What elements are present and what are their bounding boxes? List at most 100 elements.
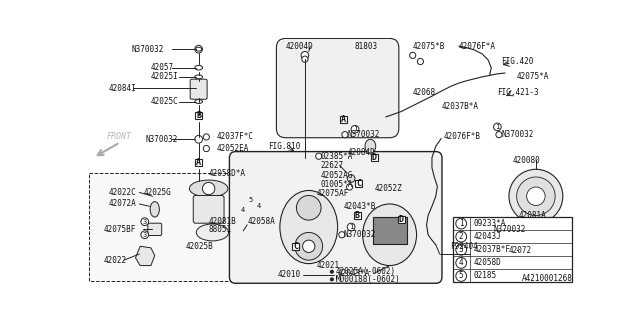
FancyBboxPatch shape: [230, 152, 442, 283]
Circle shape: [195, 45, 202, 53]
Text: 42084D: 42084D: [348, 148, 375, 157]
Text: 3: 3: [143, 219, 147, 225]
Circle shape: [456, 270, 467, 281]
Ellipse shape: [363, 204, 417, 266]
Text: 42022C: 42022C: [109, 188, 136, 197]
Text: 1: 1: [459, 219, 463, 228]
Ellipse shape: [196, 224, 228, 241]
Circle shape: [516, 177, 555, 215]
Text: FIG.421-3: FIG.421-3: [497, 88, 539, 97]
Text: 42058A: 42058A: [247, 217, 275, 226]
Text: C: C: [293, 242, 298, 251]
Circle shape: [470, 250, 478, 258]
Text: 42072: 42072: [509, 246, 532, 255]
Text: 42075*B: 42075*B: [413, 42, 445, 51]
Polygon shape: [136, 246, 155, 266]
Circle shape: [348, 175, 355, 182]
Circle shape: [456, 244, 467, 255]
Text: A4210001268: A4210001268: [522, 274, 573, 283]
Circle shape: [493, 123, 501, 131]
Text: 3: 3: [143, 232, 147, 238]
Ellipse shape: [195, 100, 202, 103]
Text: 2: 2: [459, 232, 463, 241]
Circle shape: [417, 59, 424, 65]
Text: A: A: [196, 158, 201, 167]
Text: 42052AG: 42052AG: [320, 171, 353, 180]
Text: 42025G: 42025G: [143, 188, 171, 197]
Ellipse shape: [196, 47, 202, 51]
Text: 42037F*C: 42037F*C: [216, 132, 253, 141]
Text: 42004D: 42004D: [285, 42, 314, 51]
Bar: [195, 159, 202, 166]
Circle shape: [456, 218, 467, 229]
Ellipse shape: [150, 202, 159, 217]
Bar: [372, 217, 407, 244]
Bar: [340, 116, 347, 123]
Text: 42057: 42057: [151, 63, 174, 72]
Bar: [355, 180, 362, 187]
Text: N370032: N370032: [501, 130, 534, 139]
Circle shape: [346, 184, 353, 190]
Text: 420080: 420080: [513, 156, 541, 164]
Bar: [371, 154, 378, 161]
Circle shape: [330, 278, 333, 281]
Circle shape: [296, 196, 321, 220]
Text: FIG.420: FIG.420: [501, 57, 534, 66]
Text: 81803: 81803: [355, 42, 378, 51]
Bar: [195, 112, 202, 119]
Text: D: D: [372, 153, 377, 162]
Text: 42025A(-0602): 42025A(-0602): [336, 267, 396, 276]
Text: 01005*A: 01005*A: [320, 180, 353, 189]
Bar: [292, 243, 299, 250]
Text: D: D: [399, 215, 404, 224]
Text: 42076F*A: 42076F*A: [459, 42, 496, 51]
Text: 42010: 42010: [278, 270, 301, 279]
Text: F92404: F92404: [450, 242, 477, 251]
Circle shape: [195, 135, 202, 143]
Text: 02385*A: 02385*A: [320, 152, 353, 161]
Text: 42058D: 42058D: [474, 258, 501, 267]
Bar: [397, 216, 404, 223]
Circle shape: [303, 240, 315, 252]
Text: A: A: [341, 115, 346, 124]
Circle shape: [496, 132, 502, 138]
Text: N370032: N370032: [132, 45, 164, 54]
Text: 42021: 42021: [316, 261, 340, 270]
Ellipse shape: [237, 230, 250, 238]
Text: 42022: 42022: [103, 256, 126, 265]
Circle shape: [527, 187, 545, 205]
Circle shape: [141, 231, 148, 239]
Circle shape: [456, 231, 467, 242]
Circle shape: [255, 203, 262, 210]
Ellipse shape: [280, 190, 338, 264]
Text: 1: 1: [353, 126, 357, 132]
FancyBboxPatch shape: [193, 196, 224, 223]
Text: 42043*A: 42043*A: [337, 269, 370, 278]
Circle shape: [330, 270, 333, 273]
Text: 42052Z: 42052Z: [374, 184, 402, 193]
Circle shape: [518, 244, 531, 256]
Circle shape: [204, 134, 209, 140]
FancyBboxPatch shape: [190, 79, 207, 99]
Ellipse shape: [195, 65, 202, 70]
Circle shape: [410, 52, 416, 59]
Text: C: C: [356, 179, 362, 188]
Circle shape: [351, 125, 359, 133]
Text: FRONT: FRONT: [106, 132, 131, 141]
Text: 42025C: 42025C: [151, 97, 179, 106]
Text: 88051: 88051: [209, 225, 232, 234]
Text: 42058D*A: 42058D*A: [209, 169, 246, 178]
Circle shape: [239, 206, 247, 214]
Text: 42037B*F: 42037B*F: [474, 245, 511, 254]
Text: 22627: 22627: [320, 161, 344, 170]
Circle shape: [509, 169, 563, 223]
Text: FIG.810: FIG.810: [268, 142, 300, 151]
Text: 42043*B: 42043*B: [344, 202, 376, 211]
Circle shape: [488, 226, 494, 232]
Text: 42081A: 42081A: [519, 211, 547, 220]
Circle shape: [295, 232, 323, 260]
Text: 42075AF: 42075AF: [316, 189, 349, 198]
Text: 1: 1: [349, 224, 353, 230]
Text: 5: 5: [249, 197, 253, 203]
Text: 3: 3: [459, 245, 463, 254]
